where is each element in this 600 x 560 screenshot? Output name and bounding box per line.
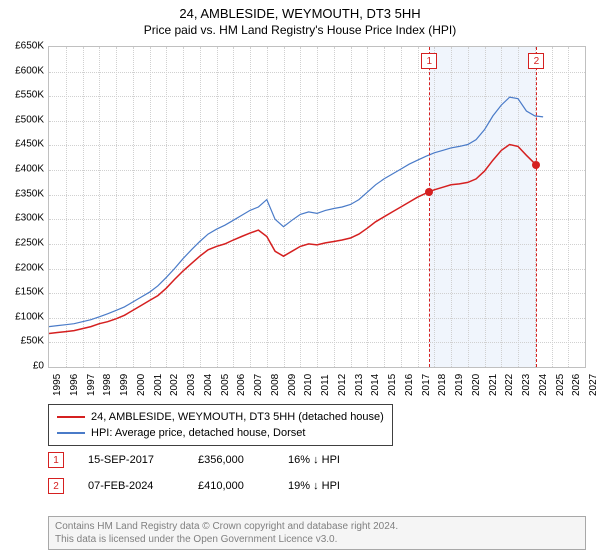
- sale-price: £410,000: [198, 480, 288, 492]
- plot-svg: [49, 47, 585, 367]
- x-tick-label: 2000: [136, 374, 147, 396]
- x-tick-label: 2018: [437, 374, 448, 396]
- y-tick-label: £50K: [4, 336, 44, 347]
- y-tick-label: £500K: [4, 114, 44, 125]
- y-tick-label: £100K: [4, 311, 44, 322]
- x-tick-label: 2019: [454, 374, 465, 396]
- x-tick-label: 2003: [186, 374, 197, 396]
- y-tick-label: £150K: [4, 287, 44, 298]
- credit-line: Contains HM Land Registry data © Crown c…: [55, 520, 579, 533]
- x-tick-label: 2011: [320, 374, 331, 396]
- chart-container: 24, AMBLESIDE, WEYMOUTH, DT3 5HH Price p…: [0, 0, 600, 560]
- sale-marker-badge: 2: [528, 53, 544, 69]
- sale-marker-line: [429, 47, 430, 367]
- x-tick-label: 2015: [387, 374, 398, 396]
- x-tick-label: 2008: [270, 374, 281, 396]
- x-tick-label: 2016: [404, 374, 415, 396]
- y-tick-label: £550K: [4, 90, 44, 101]
- x-tick-label: 2009: [287, 374, 298, 396]
- y-tick-label: £250K: [4, 237, 44, 248]
- x-tick-label: 2010: [303, 374, 314, 396]
- x-tick-label: 2002: [169, 374, 180, 396]
- x-tick-label: 2001: [153, 374, 164, 396]
- x-tick-label: 2013: [354, 374, 365, 396]
- chart-title: 24, AMBLESIDE, WEYMOUTH, DT3 5HH: [0, 0, 600, 21]
- x-tick-label: 2027: [588, 374, 599, 396]
- legend-swatch: [57, 432, 85, 434]
- x-tick-label: 1998: [102, 374, 113, 396]
- sale-marker-line: [536, 47, 537, 367]
- sale-row-marker: 1: [48, 452, 64, 468]
- x-tick-label: 2014: [370, 374, 381, 396]
- y-tick-label: £400K: [4, 164, 44, 175]
- x-tick-label: 2020: [471, 374, 482, 396]
- y-tick-label: £300K: [4, 213, 44, 224]
- sale-date: 15-SEP-2017: [88, 454, 198, 466]
- x-tick-label: 2005: [220, 374, 231, 396]
- y-tick-label: £350K: [4, 188, 44, 199]
- x-tick-label: 2022: [504, 374, 515, 396]
- sale-price: £356,000: [198, 454, 288, 466]
- chart-subtitle: Price paid vs. HM Land Registry's House …: [0, 21, 600, 41]
- x-tick-label: 2021: [488, 374, 499, 396]
- y-tick-label: £650K: [4, 41, 44, 52]
- sale-marker-dot: [425, 188, 433, 196]
- legend-label: 24, AMBLESIDE, WEYMOUTH, DT3 5HH (detach…: [91, 411, 384, 423]
- x-tick-label: 2007: [253, 374, 264, 396]
- x-tick-label: 2012: [337, 374, 348, 396]
- y-tick-label: £600K: [4, 65, 44, 76]
- sale-row: 1 15-SEP-2017£356,00016% ↓ HPI: [48, 452, 378, 468]
- plot-area: 12: [48, 46, 586, 368]
- sale-delta: 16% ↓ HPI: [288, 454, 378, 466]
- x-tick-label: 2017: [421, 374, 432, 396]
- sale-row-marker: 2: [48, 478, 64, 494]
- credit-box: Contains HM Land Registry data © Crown c…: [48, 516, 586, 550]
- x-tick-label: 2024: [538, 374, 549, 396]
- x-tick-label: 1995: [52, 374, 63, 396]
- legend-item: HPI: Average price, detached house, Dors…: [57, 425, 384, 441]
- x-tick-label: 1999: [119, 374, 130, 396]
- y-tick-label: £0: [4, 361, 44, 372]
- credit-line: This data is licensed under the Open Gov…: [55, 533, 579, 546]
- sale-row: 2 07-FEB-2024£410,00019% ↓ HPI: [48, 478, 378, 494]
- x-tick-label: 2026: [571, 374, 582, 396]
- legend-label: HPI: Average price, detached house, Dors…: [91, 427, 305, 439]
- y-tick-label: £200K: [4, 262, 44, 273]
- x-tick-label: 1997: [86, 374, 97, 396]
- x-tick-label: 2023: [521, 374, 532, 396]
- series-hpi: [49, 97, 543, 326]
- x-tick-label: 1996: [69, 374, 80, 396]
- sale-date: 07-FEB-2024: [88, 480, 198, 492]
- sale-marker-dot: [532, 161, 540, 169]
- x-tick-label: 2025: [555, 374, 566, 396]
- legend-item: 24, AMBLESIDE, WEYMOUTH, DT3 5HH (detach…: [57, 409, 384, 425]
- series-property: [49, 145, 536, 334]
- y-tick-label: £450K: [4, 139, 44, 150]
- sale-marker-badge: 1: [421, 53, 437, 69]
- legend: 24, AMBLESIDE, WEYMOUTH, DT3 5HH (detach…: [48, 404, 393, 446]
- x-tick-label: 2006: [236, 374, 247, 396]
- legend-swatch: [57, 416, 85, 418]
- sale-delta: 19% ↓ HPI: [288, 480, 378, 492]
- x-tick-label: 2004: [203, 374, 214, 396]
